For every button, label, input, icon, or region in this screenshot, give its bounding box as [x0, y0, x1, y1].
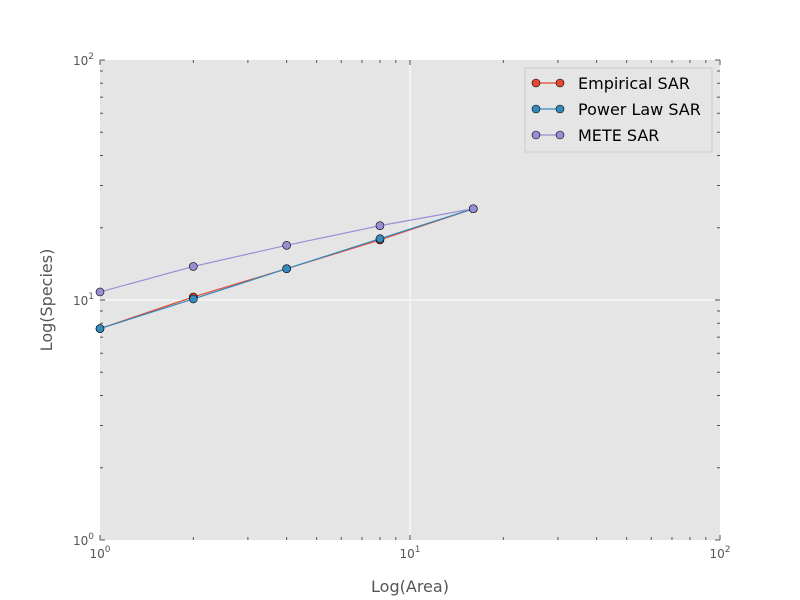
y-tick-label: 101 [73, 292, 94, 308]
x-tick-label: 100 [89, 545, 110, 561]
data-point-power-law-sar [375, 234, 385, 244]
data-point-mete-sar [282, 241, 291, 250]
data-point-mete-sar [375, 221, 385, 230]
legend-label: Empirical SAR [578, 74, 690, 93]
y-axis-label: Log(Species) [37, 249, 56, 352]
grid [100, 60, 720, 540]
legend-label: Power Law SAR [578, 100, 701, 119]
legend-label: METE SAR [578, 126, 659, 145]
legend: Empirical SAR Power Law SAR METE SAR [524, 67, 713, 153]
x-tick-label: 101 [399, 545, 420, 561]
data-point-power-law-sar [95, 324, 105, 333]
data-point-mete-sar [189, 262, 198, 271]
legend-marker [555, 130, 565, 140]
data-point-mete-sar [95, 287, 105, 297]
data-point-power-law-sar [282, 264, 291, 274]
y-tick-label: 100 [73, 532, 94, 548]
x-axis-label: Log(Area) [371, 577, 449, 596]
tick-labels: 100 101 102 100 101 102 [73, 52, 731, 561]
axis-ticks [99, 59, 721, 541]
legend-marker [555, 78, 565, 88]
x-tick-label: 102 [709, 545, 730, 561]
legend-marker [531, 78, 541, 88]
legend-marker [555, 104, 565, 114]
data-point-power-law-sar [189, 294, 198, 304]
legend-marker [531, 104, 541, 114]
series-layer [95, 204, 478, 333]
y-tick-label: 102 [73, 52, 94, 68]
data-point-mete-sar [468, 204, 478, 214]
legend-marker [531, 130, 541, 140]
